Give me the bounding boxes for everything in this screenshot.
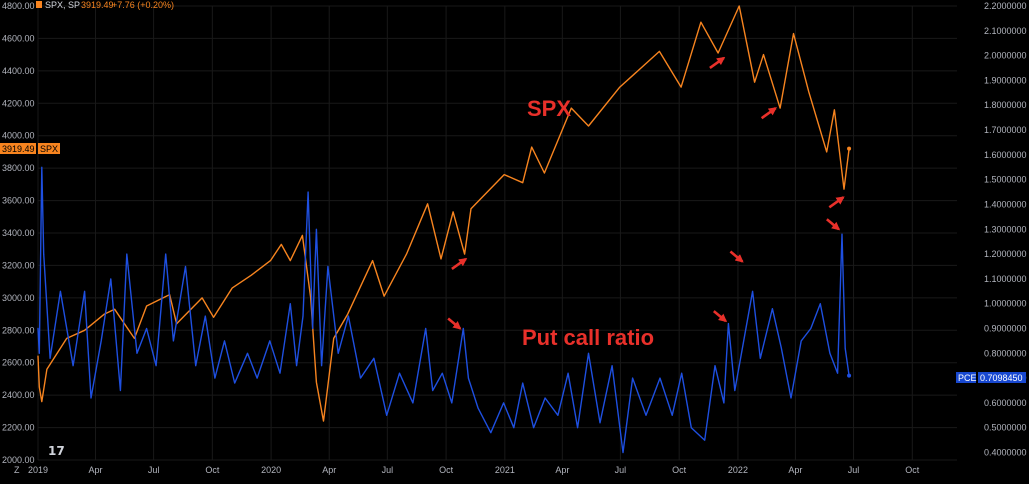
right-axis-tick-label: 1.9000000 [984,75,1027,85]
right-axis-tick-label: 1.5000000 [984,175,1027,185]
time-axis-tick-label: Jul [615,465,627,475]
time-axis-tick-label: Jul [848,465,860,475]
spx-last-price-tag: 3919.49 SPX [0,143,60,154]
time-axis-tick-label: Jul [148,465,160,475]
series-last-point-spx [847,146,852,151]
series-line-pce [37,166,850,454]
legend-symbol: SPX, SP [45,0,80,10]
right-axis-tick-label: 1.7000000 [984,125,1027,135]
right-axis-tick-label: 2.2000000 [984,1,1027,11]
time-axis-tick-label: Apr [555,465,569,475]
right-axis-tick-label: 0.9000000 [984,324,1027,334]
right-axis-tick-label: 1.8000000 [984,100,1027,110]
time-axis-tick-label: Oct [439,465,454,475]
time-axis-tick-label: Jul [382,465,394,475]
left-axis-tick-label: 3800.00 [2,163,35,173]
annotation-put-call-ratio: Put call ratio [522,325,654,350]
time-axis-tick-label: Apr [88,465,102,475]
left-axis-tick-label: 3400.00 [2,228,35,238]
left-axis-tick-label: 4600.00 [2,33,35,43]
spx-tag-price: 3919.49 [2,144,35,154]
legend-color-swatch [36,1,42,8]
right-axis-tick-label: 1.4000000 [984,199,1027,209]
legend-change: +7.76 (+0.20%) [112,0,174,10]
time-axis[interactable]: 2019 Apr Jul Oct 2020 Apr Jul Oct 2021 Apr Jul Oct 2… [28,465,920,475]
right-axis-tick-label: 2.1000000 [984,26,1027,36]
left-axis-tick-label: 3200.00 [2,260,35,270]
right-axis-tick-label: 1.1000000 [984,274,1027,284]
right-axis-tick-label: 0.8000000 [984,348,1027,358]
left-axis-tick-label: 3600.00 [2,196,35,206]
series-layer [37,5,852,454]
right-axis-tick-label: 1.2000000 [984,249,1027,259]
arrow-layer [447,56,845,330]
left-axis-tick-label: 2800.00 [2,325,35,335]
annotation-arrow [712,310,728,323]
series-line-spx [37,5,850,422]
left-axis-tick-label: 2200.00 [2,423,35,433]
annotation-arrow [729,250,744,263]
pce-tag-value: 0.7098450 [980,373,1023,383]
time-axis-tick-label: Oct [905,465,920,475]
right-axis-tick-label: 1.3000000 [984,224,1027,234]
right-axis-tick-label: 0.6000000 [984,398,1027,408]
right-axis-tick-label: 2.0000000 [984,51,1027,61]
right-axis-tick-label: 1.6000000 [984,150,1027,160]
time-axis-tick-label: Oct [672,465,687,475]
series-last-point-pce [847,373,852,378]
left-axis-tick-label: 2000.00 [2,455,35,465]
spx-tag-symbol: SPX [40,144,58,154]
left-axis-tick-label: 4200.00 [2,98,35,108]
left-axis-tick-label: 2400.00 [2,390,35,400]
legend-price: 3919.49 [81,0,114,10]
tradingview-logo-icon: 17 [48,444,65,458]
left-axis-tick-label: 2600.00 [2,358,35,368]
annotation-arrow [447,317,462,330]
time-axis-tick-label: Apr [788,465,802,475]
annotation-arrow [760,107,777,120]
legend-header[interactable]: SPX, SP 3919.49 +7.76 (+0.20%) [36,0,174,10]
left-axis-tick-label: 4000.00 [2,131,35,141]
pce-last-value-tag: PCE 0.7098450 [956,372,1026,383]
right-axis-tick-label: 1.0000000 [984,299,1027,309]
left-axis-tick-label: 4800.00 [2,1,35,11]
annotation-arrow [451,257,468,271]
timezone-toggle[interactable]: Z [14,465,20,475]
annotation-arrow [828,196,845,209]
annotation-arrow [709,56,726,69]
annotation-arrow [826,218,841,231]
time-axis-tick-label: 2019 [28,465,48,475]
left-price-axis[interactable]: 2000.00 2200.00 2400.00 2600.00 2800.00 3000.… [2,1,35,465]
pce-tag-symbol: PCE [958,373,977,383]
time-axis-tick-label: Apr [322,465,336,475]
annotation-spx: SPX [527,96,571,121]
time-axis-tick-label: 2020 [261,465,281,475]
time-axis-tick-label: Oct [205,465,220,475]
left-axis-tick-label: 4400.00 [2,66,35,76]
time-axis-tick-label: 2021 [495,465,515,475]
right-axis-tick-label: 0.5000000 [984,423,1027,433]
right-price-axis[interactable]: 0.40000000.50000000.60000000.70000000.80… [984,1,1027,458]
time-axis-tick-label: 2022 [728,465,748,475]
right-axis-tick-label: 0.4000000 [984,448,1027,458]
left-axis-tick-label: 3000.00 [2,293,35,303]
